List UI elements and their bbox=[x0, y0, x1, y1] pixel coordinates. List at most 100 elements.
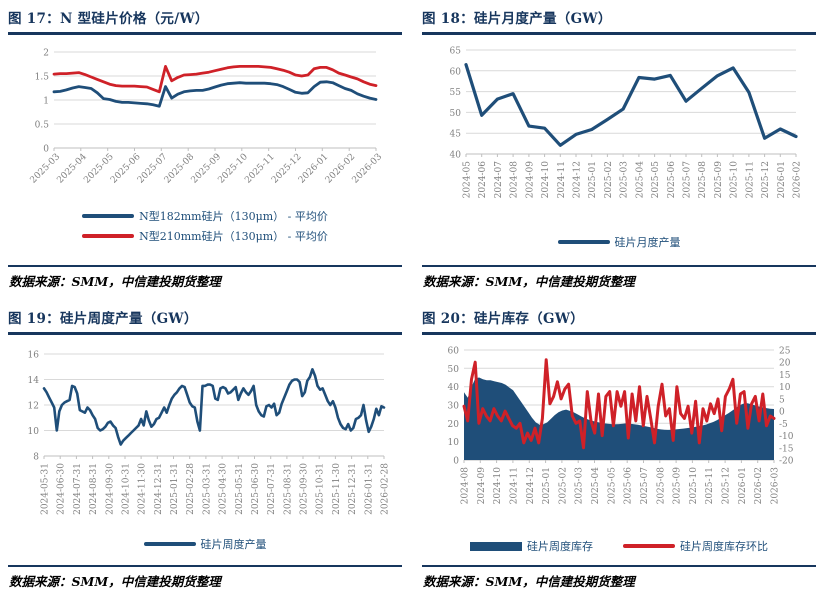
svg-text:2024-11: 2024-11 bbox=[557, 161, 567, 198]
svg-text:2025-11: 2025-11 bbox=[745, 161, 755, 198]
svg-text:2024-08: 2024-08 bbox=[510, 161, 520, 199]
figure-17-title: 图 17：N 型硅片价格（元/W） bbox=[8, 11, 209, 27]
svg-text:2025-06-30: 2025-06-30 bbox=[251, 463, 261, 515]
svg-text:50: 50 bbox=[448, 365, 460, 375]
data-source-note: 数据来源：SMM，中信建投期货整理 bbox=[423, 274, 635, 289]
svg-text:2025-06: 2025-06 bbox=[667, 161, 677, 199]
source-divider bbox=[422, 264, 816, 267]
legend-item-weekly-output: 硅片周度产量 bbox=[143, 536, 267, 552]
legend-item-210mm: N型210mm硅片（130μm） - 平均价 bbox=[82, 228, 328, 244]
svg-text:2024-10: 2024-10 bbox=[493, 467, 503, 505]
svg-text:2026-03: 2026-03 bbox=[351, 152, 385, 186]
svg-text:2025-04: 2025-04 bbox=[635, 161, 645, 199]
figure-panel-18: 图 18：硅片月度产量（GW） 65 60 55 50 45 40 2024-05 2024-… bbox=[414, 0, 828, 300]
wafer-inventory-chart: 60504030201002520151050-5-10-15-202024-0… bbox=[448, 347, 794, 505]
figure-19-title: 图 19：硅片周度产量（GW） bbox=[8, 311, 198, 327]
svg-text:2025-12: 2025-12 bbox=[722, 467, 732, 504]
source-divider bbox=[8, 264, 402, 267]
svg-text:1: 1 bbox=[43, 97, 49, 107]
source-divider bbox=[422, 564, 816, 567]
svg-text:2024-12: 2024-12 bbox=[526, 467, 536, 504]
svg-text:2024-09: 2024-09 bbox=[477, 467, 487, 505]
svg-text:2026-02-28: 2026-02-28 bbox=[381, 463, 391, 515]
svg-text:0: 0 bbox=[453, 457, 459, 467]
svg-text:2025-10-31: 2025-10-31 bbox=[316, 463, 326, 515]
svg-text:0: 0 bbox=[779, 408, 785, 418]
svg-text:60: 60 bbox=[450, 67, 462, 77]
svg-text:2025-09-30: 2025-09-30 bbox=[300, 463, 310, 515]
legend-item-inventory-wow: 硅片周度库存环比 bbox=[623, 538, 768, 554]
svg-text:2024-06-30: 2024-06-30 bbox=[57, 463, 67, 515]
svg-text:2024-09: 2024-09 bbox=[525, 161, 535, 199]
title-divider bbox=[8, 32, 402, 35]
svg-text:2025-09: 2025-09 bbox=[673, 467, 683, 505]
svg-text:2024-08-31: 2024-08-31 bbox=[89, 463, 99, 515]
svg-text:-5: -5 bbox=[779, 420, 788, 430]
n-type-wafer-price-chart: 21.510.502025-032025-042025-052025-06202… bbox=[29, 49, 385, 186]
svg-text:2025-02: 2025-02 bbox=[604, 161, 614, 198]
blue-area-swatch bbox=[470, 541, 522, 551]
svg-text:2024-11: 2024-11 bbox=[509, 467, 519, 504]
svg-text:10: 10 bbox=[28, 427, 40, 437]
data-source-note: 数据来源：SMM，中信建投期货整理 bbox=[9, 574, 221, 589]
svg-text:1.5: 1.5 bbox=[35, 73, 50, 83]
svg-text:2025-07-31: 2025-07-31 bbox=[267, 463, 277, 515]
svg-text:2026-03: 2026-03 bbox=[771, 467, 781, 505]
svg-text:-20: -20 bbox=[779, 457, 794, 467]
svg-text:20: 20 bbox=[448, 420, 460, 430]
svg-text:2025-08-31: 2025-08-31 bbox=[283, 463, 293, 515]
svg-text:0.5: 0.5 bbox=[35, 121, 50, 131]
figure-panel-19: 图 19：硅片周度产量（GW） 16 14 12 10 8 2024-05-31 2024-… bbox=[0, 300, 414, 600]
legend-label: 硅片周度产量 bbox=[200, 538, 267, 551]
svg-text:2025-12: 2025-12 bbox=[761, 161, 771, 198]
svg-text:2025-11: 2025-11 bbox=[705, 467, 715, 504]
svg-text:2025-02: 2025-02 bbox=[558, 467, 568, 504]
svg-text:2026-01: 2026-01 bbox=[738, 467, 748, 504]
svg-text:2024-12-31: 2024-12-31 bbox=[154, 463, 164, 515]
svg-text:2025-09: 2025-09 bbox=[714, 161, 724, 199]
blue-line-swatch bbox=[557, 240, 610, 244]
svg-text:2024-10-31: 2024-10-31 bbox=[122, 463, 132, 515]
svg-text:2024-11-30: 2024-11-30 bbox=[138, 463, 148, 515]
svg-text:2025-01-31: 2025-01-31 bbox=[170, 463, 180, 515]
figure-18-title: 图 18：硅片月度产量（GW） bbox=[422, 11, 612, 27]
title-divider bbox=[422, 32, 816, 35]
svg-text:2025-05: 2025-05 bbox=[607, 467, 617, 505]
svg-text:2024-10: 2024-10 bbox=[541, 161, 551, 199]
legend-label: 硅片周度库存环比 bbox=[680, 540, 768, 553]
svg-text:2024-07: 2024-07 bbox=[494, 161, 504, 199]
legend-label: 硅片周度库存 bbox=[527, 540, 593, 553]
svg-text:2025-01: 2025-01 bbox=[588, 161, 598, 198]
svg-text:2025-07: 2025-07 bbox=[683, 161, 693, 199]
svg-text:2025-05-31: 2025-05-31 bbox=[235, 463, 245, 515]
svg-text:14: 14 bbox=[28, 376, 40, 386]
svg-text:2025-08: 2025-08 bbox=[656, 467, 666, 505]
svg-text:2025-11-30: 2025-11-30 bbox=[332, 463, 342, 515]
figure-panel-17: 图 17：N 型硅片价格（元/W） 2 1.5 1 0.5 0 2025-03 2025-0… bbox=[0, 0, 414, 300]
svg-text:2025-03-31: 2025-03-31 bbox=[202, 463, 212, 515]
svg-text:2024-06: 2024-06 bbox=[478, 161, 488, 199]
svg-text:60: 60 bbox=[448, 347, 460, 357]
legend-item-182mm: N型182mm硅片（130μm） - 平均价 bbox=[82, 208, 328, 224]
svg-text:2026-02: 2026-02 bbox=[754, 467, 764, 504]
red-line-swatch bbox=[623, 544, 675, 548]
svg-text:50: 50 bbox=[450, 109, 462, 119]
svg-text:2025-07: 2025-07 bbox=[640, 467, 650, 505]
figure-20-title: 图 20：硅片库存（GW） bbox=[422, 311, 585, 327]
chart-legend: N型182mm硅片（130μm） - 平均价 N型210mm硅片（130μm） … bbox=[8, 208, 402, 244]
svg-text:2025-02-28: 2025-02-28 bbox=[186, 463, 196, 515]
svg-text:30: 30 bbox=[448, 402, 460, 412]
svg-text:2025-12-31: 2025-12-31 bbox=[348, 463, 358, 515]
svg-text:65: 65 bbox=[450, 47, 462, 57]
svg-text:16: 16 bbox=[28, 351, 40, 361]
blue-line-swatch bbox=[82, 214, 135, 218]
legend-label: 硅片月度产量 bbox=[614, 236, 681, 249]
svg-text:2026-01-31: 2026-01-31 bbox=[364, 463, 374, 515]
svg-text:2024-05: 2024-05 bbox=[463, 161, 473, 199]
svg-text:8: 8 bbox=[33, 453, 39, 463]
data-source-note: 数据来源：SMM，中信建投期货整理 bbox=[9, 274, 221, 289]
svg-text:5: 5 bbox=[779, 395, 785, 405]
legend-label: N型210mm硅片（130μm） - 平均价 bbox=[139, 230, 328, 243]
